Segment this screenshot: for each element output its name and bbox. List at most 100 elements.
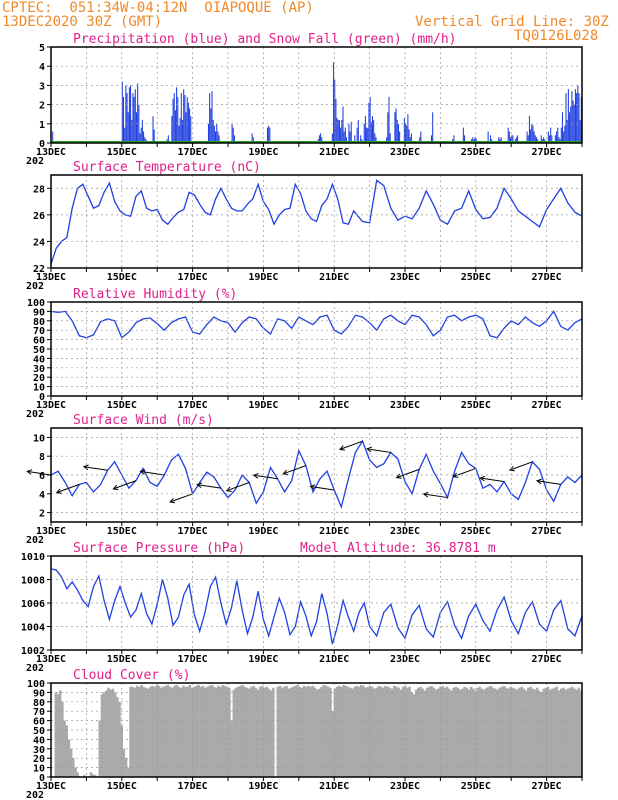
wind-arrowhead [252, 473, 259, 479]
x-tick-label: 19DEC [248, 781, 278, 792]
y-tick-label: 2 [39, 509, 45, 520]
y-tick-label: 0 [39, 139, 45, 150]
cloud-bar [316, 689, 319, 777]
plot-frame [50, 46, 583, 144]
cloud-bar [412, 694, 416, 777]
precip-bar [474, 137, 476, 143]
cloud-bar [364, 687, 367, 777]
wind-arrowhead [225, 486, 232, 492]
wind-vector [339, 440, 363, 450]
cloud-bar [564, 689, 567, 777]
cloud-bar [397, 687, 400, 777]
cloud-bar [560, 688, 563, 777]
wind-arrowhead [422, 491, 429, 498]
wind-vector [140, 470, 165, 476]
precip-bar [360, 135, 362, 143]
cloud-bar [531, 688, 534, 777]
plot-frame [50, 174, 583, 269]
precip-bar [52, 131, 54, 143]
precip-bar [268, 125, 270, 143]
cloud-bar [349, 687, 352, 777]
precip-bar [186, 96, 188, 143]
y-tick-label: 50 [33, 345, 45, 356]
cloud-bar [439, 686, 442, 777]
cloud-bar [410, 692, 414, 777]
cloud-bar [366, 686, 370, 777]
cloud-bar [111, 688, 115, 777]
cloud-bar [496, 689, 499, 777]
precip-bar [500, 137, 502, 143]
cloud-bar [74, 767, 77, 777]
cloud-bar [212, 686, 216, 777]
y-tick-label: 1008 [21, 576, 45, 587]
cloud-bar [373, 688, 376, 777]
cloud-bar [476, 687, 480, 777]
precip-bar [364, 116, 366, 143]
wind-vector [83, 466, 108, 471]
cloud-bar [487, 686, 490, 777]
wind-arrowhead [112, 484, 119, 491]
cloud-bar [432, 687, 436, 777]
wind-arrowhead [508, 465, 515, 472]
precip-bar [406, 125, 408, 143]
cloud-bar [520, 686, 523, 777]
precip-bar [124, 127, 126, 143]
x-tick-label: 21DEC [319, 272, 349, 283]
precip-bar [251, 133, 253, 143]
precip-bar [396, 119, 398, 143]
precip-bar [333, 62, 335, 143]
cloud-bar [456, 687, 460, 777]
y-tick-label: 1 [39, 120, 45, 131]
cloud-bar [544, 687, 548, 777]
wind-vector [423, 493, 448, 499]
x-tick-label: 13DEC [36, 526, 66, 537]
precip-bar [342, 106, 344, 143]
precip-bar [138, 104, 140, 143]
precip-bar [371, 116, 374, 143]
cloud-bar [241, 684, 244, 777]
x-tick-label: 25DEC [461, 147, 491, 158]
x-tick-label: 15DEC [107, 654, 137, 665]
precip-bar [130, 85, 132, 143]
cloud-bar [518, 687, 521, 777]
panel-title: Cloud Cover (%) [73, 668, 190, 683]
precip-bar [349, 131, 351, 143]
precip-bar [216, 123, 218, 143]
precip-bar [409, 137, 411, 143]
cloud-bar [313, 687, 317, 777]
cloud-bar [557, 690, 561, 777]
cloud-bar [333, 688, 337, 777]
cloud-bar [382, 687, 385, 777]
cloud-bar [542, 688, 545, 777]
cloud-bar [54, 692, 58, 777]
precip-bar [489, 135, 492, 143]
cloud-bar [579, 690, 583, 777]
x-year-label: 202 [26, 790, 44, 800]
precip-bar [335, 98, 337, 143]
cloud-bar [472, 688, 475, 777]
x-tick-label: 25DEC [461, 654, 491, 665]
cloud-bar [133, 687, 137, 777]
precip-bar [366, 127, 368, 143]
x-tick-label: 25DEC [461, 272, 491, 283]
precip-bar [122, 96, 125, 143]
cloud-bar [122, 748, 126, 777]
precip-bar [408, 129, 410, 143]
precip-bar [177, 96, 179, 143]
cloud-bar [287, 688, 290, 777]
precip-bar [334, 79, 336, 143]
cloud-bar [465, 687, 469, 777]
cloud-bar [423, 690, 427, 777]
y-tick-label: 60 [33, 717, 45, 728]
cloud-bar [278, 685, 282, 777]
y-tick-label: 10 [33, 383, 45, 394]
cloud-bar [199, 686, 203, 777]
cloud-bar [210, 684, 214, 777]
precip-bar [531, 123, 533, 143]
precip-bar [530, 129, 532, 143]
precip-bar [571, 91, 573, 143]
precip-bar [574, 89, 576, 143]
cloud-bar [329, 687, 332, 777]
x-tick-label: 19DEC [248, 654, 278, 665]
